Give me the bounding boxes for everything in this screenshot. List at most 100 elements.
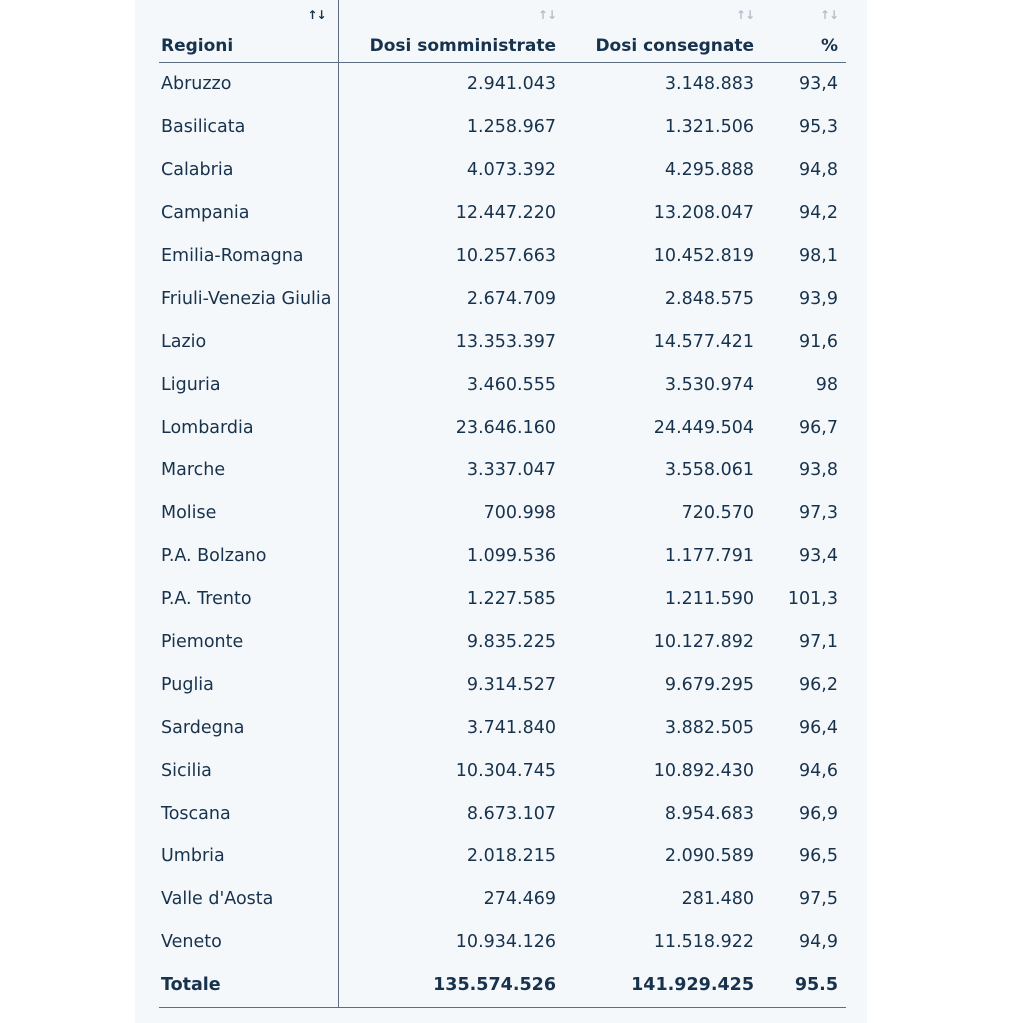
cell-region: Lombardia: [159, 406, 339, 450]
cell-administered: 3.337.047: [466, 460, 556, 481]
table-row: Toscana 8.673.107 8.954.683 96,9: [159, 792, 846, 836]
cell-delivered: 2.848.575: [664, 288, 754, 309]
cell-administered: 12.447.220: [455, 203, 556, 224]
cell-delivered: 3.148.883: [664, 74, 754, 95]
sort-icon[interactable]: ↑↓: [307, 8, 326, 22]
table-row: Veneto 10.934.126 11.518.922 94,9: [159, 920, 846, 964]
cell-region: Basilicata: [159, 105, 339, 149]
cell-delivered: 10.892.430: [653, 760, 754, 781]
cell-delivered: 8.954.683: [664, 803, 754, 824]
cell-administered: 13.353.397: [455, 331, 556, 352]
cell-percent: 96,5: [799, 846, 838, 867]
cell-administered: 4.073.392: [466, 160, 556, 181]
total-label: Totale: [159, 963, 339, 1008]
cell-administered: 9.835.225: [466, 632, 556, 653]
table-row: Basilicata 1.258.967 1.321.506 95,3: [159, 105, 846, 149]
table-row: Sardegna 3.741.840 3.882.505 96,4: [159, 706, 846, 750]
table-row: Abruzzo 2.941.043 3.148.883 93,4: [159, 62, 846, 106]
total-percent: 95.5: [762, 963, 846, 1008]
cell-percent: 93,4: [799, 74, 838, 95]
cell-administered: 2.018.215: [466, 846, 556, 867]
table-header-row: ↑↓ Regioni ↑↓ Dosi somministrate ↑↓ Dosi…: [159, 0, 846, 63]
table-row: Calabria 4.073.392 4.295.888 94,8: [159, 148, 846, 192]
cell-percent: 98,1: [799, 246, 838, 266]
table-body: Abruzzo 2.941.043 3.148.883 93,4 Basilicata 1…: [159, 62, 846, 1008]
cell-delivered: 1.177.791: [664, 546, 754, 567]
table-row: Piemonte 9.835.225 10.127.892 97,1: [159, 620, 846, 664]
cell-administered: 1.258.967: [466, 117, 556, 138]
table-row: Puglia 9.314.527 9.679.295 96,2: [159, 663, 846, 707]
cell-administered: 2.941.043: [466, 74, 556, 95]
cell-administered: 3.460.555: [466, 374, 556, 395]
cell-region: Marche: [159, 449, 339, 492]
cell-percent: 94,2: [799, 203, 838, 224]
cell-region: Lazio: [159, 320, 339, 364]
cell-region: Calabria: [159, 148, 339, 192]
cell-delivered: 3.558.061: [664, 460, 754, 481]
cell-percent: 98: [815, 374, 838, 395]
cell-percent: 97,3: [799, 503, 838, 524]
cell-delivered: 10.127.892: [653, 632, 754, 653]
cell-percent: 93,9: [799, 288, 838, 309]
cell-region: Friuli-Venezia Giulia: [159, 277, 339, 321]
header-delivered-label: Dosi consegnate: [595, 36, 754, 56]
cell-percent: 91,6: [799, 331, 838, 352]
table-row: Liguria 3.460.555 3.530.974 98: [159, 363, 846, 407]
cell-region: Valle d'Aosta: [159, 877, 339, 921]
cell-region: Campania: [159, 191, 339, 235]
total-administered: 135.574.526: [338, 963, 564, 1008]
cell-percent: 96,4: [799, 717, 838, 738]
cell-administered: 10.934.126: [455, 932, 556, 953]
table-panel: ↑↓ Regioni ↑↓ Dosi somministrate ↑↓ Dosi…: [135, 0, 867, 1023]
cell-delivered: 720.570: [681, 503, 754, 524]
table-row: Lazio 13.353.397 14.577.421 91,6: [159, 320, 846, 364]
cell-region: P.A. Bolzano: [159, 534, 339, 578]
cell-region: Toscana: [159, 792, 339, 836]
cell-percent: 93,8: [799, 460, 838, 481]
table-row: Valle d'Aosta 274.469 281.480 97,5: [159, 877, 846, 921]
cell-region: P.A. Trento: [159, 577, 339, 621]
cell-percent: 93,4: [799, 546, 838, 567]
cell-delivered: 11.518.922: [653, 932, 754, 953]
table-row: Friuli-Venezia Giulia 2.674.709 2.848.575 9…: [159, 277, 846, 321]
cell-delivered: 9.679.295: [664, 674, 754, 695]
cell-administered: 700.998: [483, 503, 556, 524]
cell-percent: 95,3: [799, 117, 838, 138]
cell-percent: 94,9: [799, 932, 838, 953]
cell-delivered: 1.321.506: [664, 117, 754, 138]
cell-percent: 94,6: [799, 760, 838, 781]
header-percent[interactable]: ↑↓ %: [762, 0, 846, 63]
cell-administered: 9.314.527: [466, 674, 556, 695]
table-row: P.A. Trento 1.227.585 1.211.590 101,3: [159, 577, 846, 621]
header-administered-label: Dosi somministrate: [369, 36, 556, 56]
sort-icon[interactable]: ↑↓: [537, 8, 557, 22]
total-row: Totale 135.574.526 141.929.425 95.5: [159, 963, 846, 1008]
cell-delivered: 4.295.888: [664, 160, 754, 181]
cell-administered: 1.227.585: [466, 589, 556, 610]
cell-administered: 1.099.536: [466, 546, 556, 567]
header-region[interactable]: ↑↓ Regioni: [159, 0, 339, 63]
cell-percent: 97,1: [799, 632, 838, 653]
header-delivered[interactable]: ↑↓ Dosi consegnate: [564, 0, 762, 63]
cell-delivered: 3.882.505: [664, 717, 754, 738]
cell-percent: 96,7: [799, 417, 838, 438]
sort-icon[interactable]: ↑↓: [819, 8, 839, 22]
total-delivered: 141.929.425: [564, 963, 762, 1008]
cell-delivered: 281.480: [681, 889, 754, 910]
table-row: Campania 12.447.220 13.208.047 94,2: [159, 191, 846, 235]
table-row: Sicilia 10.304.745 10.892.430 94,6: [159, 749, 846, 793]
sort-icon[interactable]: ↑↓: [735, 8, 755, 22]
cell-region: Puglia: [159, 663, 339, 707]
cell-delivered: 10.452.819: [653, 246, 754, 266]
cell-region: Umbria: [159, 835, 339, 878]
header-administered[interactable]: ↑↓ Dosi somministrate: [338, 0, 564, 63]
table-row: Molise 700.998 720.570 97,3: [159, 491, 846, 535]
cell-region: Liguria: [159, 363, 339, 407]
cell-percent: 96,9: [799, 803, 838, 824]
cell-delivered: 13.208.047: [653, 203, 754, 224]
cell-percent: 101,3: [787, 589, 838, 610]
cell-administered: 8.673.107: [466, 803, 556, 824]
cell-administered: 10.257.663: [455, 246, 556, 266]
table-row: Lombardia 23.646.160 24.449.504 96,7: [159, 406, 846, 450]
cell-delivered: 2.090.589: [664, 846, 754, 867]
